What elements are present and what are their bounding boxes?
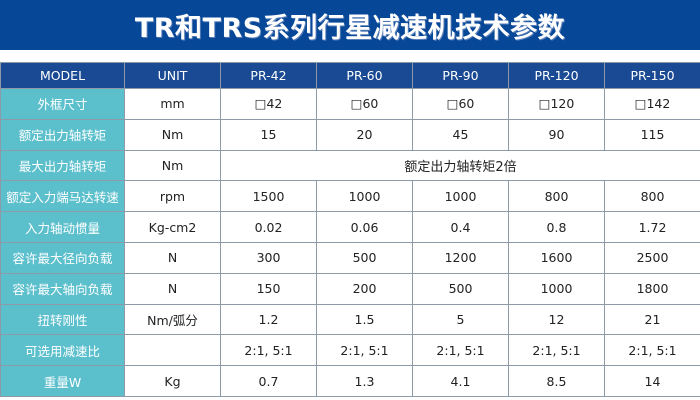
value-cell: 1.2 <box>220 303 317 336</box>
column-header: PR-60 <box>316 62 413 89</box>
value-cell: 2:1, 5:1 <box>604 334 700 367</box>
row-label: 外框尺寸 <box>0 88 125 120</box>
merged-value-cell: 额定出力轴转矩2倍 <box>220 149 700 182</box>
column-header: MODEL <box>0 62 125 89</box>
row-label: 额定入力端马达转速 <box>0 180 125 213</box>
value-cell: 1200 <box>412 241 509 274</box>
header-row: MODEL UNIT PR-42 PR-60 PR-90 PR-120 PR-150 <box>0 62 700 89</box>
value-cell: 800 <box>604 180 700 213</box>
table-row: 可选用减速比 2:1, 5:1 2:1, 5:1 2:1, 5:1 2:1, 5:1 2:… <box>0 334 700 367</box>
value-cell: 5 <box>412 303 509 336</box>
row-label: 最大出力轴转矩 <box>0 149 125 182</box>
value-cell: 2:1, 5:1 <box>508 334 605 367</box>
unit-cell: Kg-cm2 <box>124 211 221 243</box>
table-row: 最大出力轴转矩 Nm 额定出力轴转矩2倍 <box>0 149 700 182</box>
column-header: PR-42 <box>220 62 317 89</box>
value-cell: 1.3 <box>316 365 413 397</box>
value-cell: □60 <box>412 88 509 120</box>
column-header: PR-150 <box>604 62 700 89</box>
value-cell: 200 <box>316 272 413 305</box>
value-cell: 1.72 <box>604 211 700 243</box>
value-cell: 115 <box>604 118 700 151</box>
unit-cell: Nm <box>124 118 221 151</box>
table-row: 容许最大轴向负载 N 150 200 500 1000 1800 <box>0 272 700 305</box>
value-cell: 1.5 <box>316 303 413 336</box>
column-header: PR-120 <box>508 62 605 89</box>
value-cell: 2500 <box>604 241 700 274</box>
value-cell: 0.8 <box>508 211 605 243</box>
unit-cell: Kg <box>124 365 221 397</box>
value-cell: 90 <box>508 118 605 151</box>
table-row: 额定出力轴转矩 Nm 15 20 45 90 115 <box>0 118 700 151</box>
value-cell: 45 <box>412 118 509 151</box>
table-row: 扭转刚性 Nm/弧分 1.2 1.5 5 12 21 <box>0 303 700 336</box>
unit-cell <box>124 334 221 367</box>
value-cell: 1000 <box>316 180 413 213</box>
row-label: 扭转刚性 <box>0 303 125 336</box>
value-cell: 1600 <box>508 241 605 274</box>
value-cell: 500 <box>412 272 509 305</box>
value-cell: 20 <box>316 118 413 151</box>
value-cell: 500 <box>316 241 413 274</box>
page-title: TR和TRS系列行星减速机技术参数 <box>134 12 566 44</box>
value-cell: 12 <box>508 303 605 336</box>
value-cell: 4.1 <box>412 365 509 397</box>
value-cell: □120 <box>508 88 605 120</box>
row-label: 容许最大轴向负载 <box>0 272 125 305</box>
unit-cell: mm <box>124 88 221 120</box>
row-label: 可选用减速比 <box>0 334 125 367</box>
unit-cell: rpm <box>124 180 221 213</box>
row-label: 额定出力轴转矩 <box>0 118 125 151</box>
row-label: 入力轴动惯量 <box>0 211 125 243</box>
column-header: UNIT <box>124 62 221 89</box>
value-cell: 800 <box>508 180 605 213</box>
unit-cell: Nm <box>124 149 221 182</box>
value-cell: 2:1, 5:1 <box>316 334 413 367</box>
value-cell: 0.7 <box>220 365 317 397</box>
value-cell: □42 <box>220 88 317 120</box>
title-banner: TR和TRS系列行星减速机技术参数 <box>0 0 700 50</box>
value-cell: 2:1, 5:1 <box>412 334 509 367</box>
value-cell: 150 <box>220 272 317 305</box>
value-cell: 1000 <box>508 272 605 305</box>
table-row: 重量W Kg 0.7 1.3 4.1 8.5 14 <box>0 365 700 397</box>
value-cell: 0.4 <box>412 211 509 243</box>
column-header: PR-90 <box>412 62 509 89</box>
value-cell: □142 <box>604 88 700 120</box>
value-cell: 300 <box>220 241 317 274</box>
value-cell: 1000 <box>412 180 509 213</box>
row-label: 容许最大径向负载 <box>0 241 125 274</box>
value-cell: 15 <box>220 118 317 151</box>
value-cell: 1800 <box>604 272 700 305</box>
table-row: 入力轴动惯量 Kg-cm2 0.02 0.06 0.4 0.8 1.72 <box>0 211 700 243</box>
spec-table: MODEL UNIT PR-42 PR-60 PR-90 PR-120 PR-150 外框尺… <box>0 62 700 397</box>
table-row: 外框尺寸 mm □42 □60 □60 □120 □142 <box>0 88 700 120</box>
unit-cell: Nm/弧分 <box>124 303 221 336</box>
value-cell: 0.06 <box>316 211 413 243</box>
value-cell: 14 <box>604 365 700 397</box>
unit-cell: N <box>124 272 221 305</box>
value-cell: 8.5 <box>508 365 605 397</box>
unit-cell: N <box>124 241 221 274</box>
value-cell: 0.02 <box>220 211 317 243</box>
value-cell: 2:1, 5:1 <box>220 334 317 367</box>
row-label: 重量W <box>0 365 125 397</box>
value-cell: 1500 <box>220 180 317 213</box>
value-cell: 21 <box>604 303 700 336</box>
value-cell: □60 <box>316 88 413 120</box>
table-row: 容许最大径向负载 N 300 500 1200 1600 2500 <box>0 241 700 274</box>
table-row: 额定入力端马达转速 rpm 1500 1000 1000 800 800 <box>0 180 700 213</box>
